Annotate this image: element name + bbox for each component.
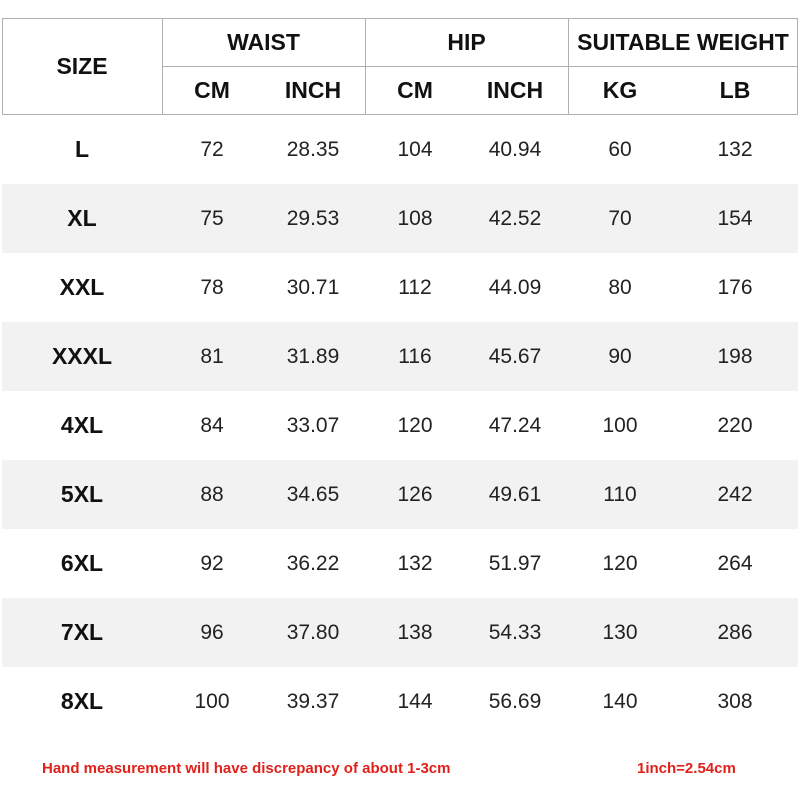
table-cell: 33.07 [286,413,340,437]
table-cell: 42.52 [488,206,542,230]
group-header: SIZE [56,52,108,79]
size-label: 4XL [60,412,104,438]
table-cell: 56.69 [488,689,542,713]
border [162,66,798,67]
table-cell: 198 [717,344,753,368]
sub-header: INCH [284,76,342,103]
table-cell: 49.61 [488,482,542,506]
border [162,18,163,114]
border [797,18,798,114]
table-cell: 144 [397,689,433,713]
table-cell: 54.33 [488,620,542,644]
footer-note: Hand measurement will have discrepancy o… [42,760,451,777]
table-cell: 80 [608,275,632,299]
table-cell: 104 [397,137,433,161]
size-label: 6XL [60,550,104,576]
table-cell: 31.89 [286,344,340,368]
table-cell: 140 [602,689,638,713]
border [2,114,798,115]
table-cell: 81 [200,344,224,368]
size-label: XXL [59,274,105,300]
table-cell: 90 [608,344,632,368]
size-label: XL [67,205,97,231]
border [568,18,569,114]
table-cell: 100 [194,689,230,713]
size-label: 8XL [60,688,104,714]
row-band [2,598,798,667]
table-cell: 39.37 [286,689,340,713]
table-cell: 126 [397,482,433,506]
table-cell: 34.65 [286,482,340,506]
table-cell: 51.97 [488,551,542,575]
table-cell: 130 [602,620,638,644]
table-cell: 37.80 [286,620,340,644]
table-cell: 30.71 [286,275,340,299]
sub-header: LB [719,76,751,103]
table-cell: 75 [200,206,224,230]
table-cell: 138 [397,620,433,644]
sub-header: CM [397,76,433,103]
row-band [2,322,798,391]
sub-header: CM [194,76,230,103]
table-cell: 96 [200,620,224,644]
table-cell: 100 [602,413,638,437]
table-cell: 47.24 [488,413,542,437]
table-cell: 40.94 [488,137,542,161]
table-cell: 72 [200,137,224,161]
table-cell: 36.22 [286,551,340,575]
border [2,18,3,114]
table-cell: 112 [398,275,432,299]
size-label: 7XL [60,619,104,645]
group-header: WAIST [227,28,300,55]
table-cell: 120 [602,551,638,575]
table-cell: 120 [397,413,433,437]
table-cell: 132 [717,137,753,161]
table-cell: 308 [717,689,753,713]
border [2,18,798,19]
table-cell: 264 [717,551,753,575]
row-band [2,460,798,529]
table-cell: 286 [717,620,753,644]
group-header: SUITABLE WEIGHT [577,28,789,55]
size-label: XXXL [51,343,113,369]
table-cell: 60 [608,137,632,161]
sub-header: INCH [486,76,544,103]
table-cell: 44.09 [488,275,542,299]
table-cell: 116 [398,344,432,368]
table-cell: 29.53 [286,206,340,230]
table-cell: 70 [608,206,632,230]
table-cell: 78 [200,275,224,299]
sub-header: KG [602,76,638,103]
border [365,18,366,114]
table-cell: 28.35 [286,137,340,161]
table-cell: 242 [717,482,753,506]
table-cell: 110 [603,482,637,506]
table-cell: 154 [717,206,753,230]
table-cell: 84 [200,413,224,437]
table-cell: 108 [397,206,433,230]
group-header: HIP [447,28,486,55]
size-label: L [74,136,90,162]
row-band [2,184,798,253]
table-cell: 132 [397,551,433,575]
table-cell: 176 [717,275,753,299]
table-cell: 88 [200,482,224,506]
footer-conversion: 1inch=2.54cm [637,760,736,777]
table-cell: 45.67 [488,344,542,368]
table-cell: 220 [717,413,753,437]
table-cell: 92 [200,551,224,575]
size-label: 5XL [60,481,104,507]
